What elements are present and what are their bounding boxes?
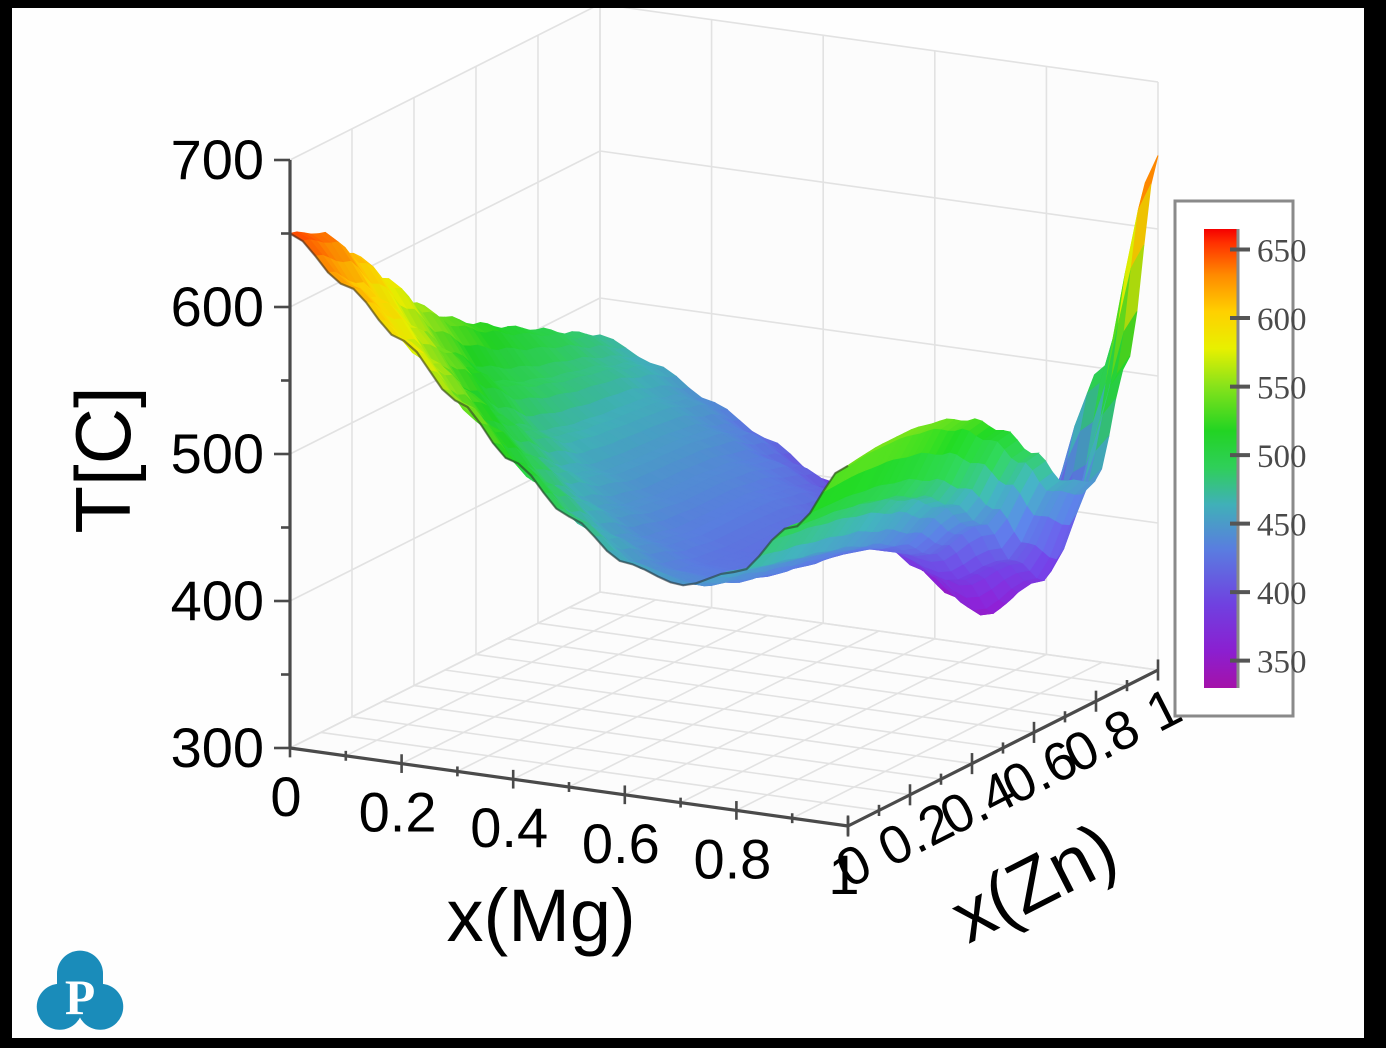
floor-grid-x	[624, 638, 936, 796]
x-tick-label: 0.4	[470, 796, 548, 859]
back-wall-grid-h	[599, 150, 1159, 230]
colorbar-tick-label: 400	[1257, 576, 1307, 612]
floor-grid-y	[475, 653, 1035, 734]
colorbar-tick-label: 350	[1257, 645, 1307, 681]
surface-front-edge	[289, 232, 849, 587]
back-wall-grid-h	[622, 8, 1159, 83]
colorbar-gradient	[1204, 229, 1238, 688]
pandat-logo: P	[36, 950, 124, 1030]
x-tick-label: 1	[828, 843, 859, 906]
axis-lines	[274, 158, 1160, 837]
floor-grid-x	[680, 645, 991, 804]
x-tick-label: 0	[270, 765, 301, 828]
colorbar-tick-label: 550	[1257, 371, 1307, 407]
plot-canvas: 300 400 500 600 700 0 0.2 0.4 0.6 0.8 1 0 0.2 0.4 0.6 0…	[12, 8, 1364, 1038]
floor-grid-y	[506, 638, 1066, 718]
x-tick-label: 0.6	[582, 812, 660, 875]
left-wall-grid-h	[289, 591, 601, 749]
floor-grid-y	[568, 606, 1128, 687]
left-wall-grid-h	[289, 8, 594, 161]
colorbar-tick-label: 650	[1257, 234, 1307, 270]
surface-mesh	[288, 155, 1159, 616]
logo-letter: P	[65, 970, 95, 1025]
z-tick-label: 300	[171, 716, 264, 779]
z-tick-label: 700	[171, 128, 264, 191]
floor-grid-y	[537, 622, 1097, 702]
floor-grid-x	[791, 661, 1103, 819]
colorbar-tick-label: 450	[1257, 508, 1307, 544]
floor-grid-x	[736, 653, 1047, 812]
colorbar-tick-label: 500	[1257, 439, 1307, 475]
x-tick-label: 0.8	[693, 827, 771, 890]
back-wall-grid-h	[599, 297, 1159, 377]
floor-grid-y	[444, 669, 1004, 749]
back-wall-grid-h	[599, 591, 1159, 671]
colorbar-ticks: 350 400 450 500 550 600 650	[1230, 234, 1307, 681]
x-axis-title: x(Mg)	[447, 874, 636, 957]
z-tick-label: 600	[171, 275, 264, 338]
z-tick-label: 500	[171, 422, 264, 485]
z-axis-title: T[C]	[59, 386, 147, 533]
logo-shape	[36, 950, 124, 1030]
x-tick-label: 0.2	[359, 781, 437, 844]
z-tick-label: 400	[171, 569, 264, 632]
colorbar-tick-label: 600	[1257, 302, 1307, 338]
colorbar: 350 400 450 500 550 600 650	[1173, 199, 1307, 718]
